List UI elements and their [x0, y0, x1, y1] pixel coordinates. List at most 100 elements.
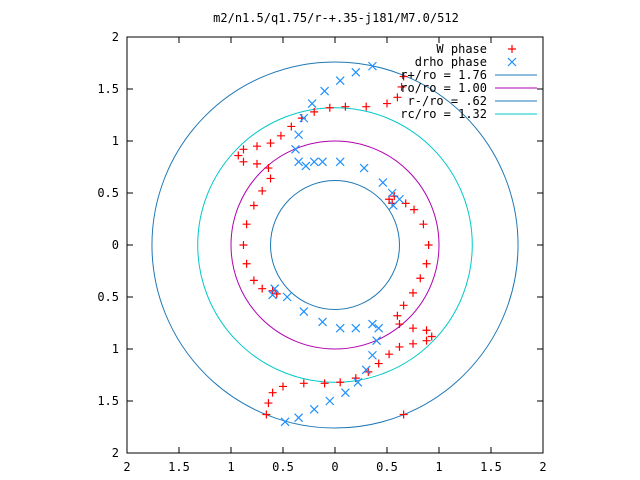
- data-point-cross: [378, 178, 388, 188]
- data-point-plus: [399, 410, 408, 419]
- data-point-plus: [249, 276, 258, 285]
- data-point-plus: [399, 72, 408, 81]
- data-point-plus: [427, 332, 436, 341]
- data-point-plus: [393, 93, 402, 102]
- data-point-plus: [258, 284, 267, 293]
- data-point-plus: [279, 382, 287, 391]
- data-point-cross: [291, 144, 300, 154]
- data-point-cross: [309, 157, 319, 167]
- data-point-cross: [335, 76, 345, 86]
- data-point-plus: [422, 259, 431, 268]
- data-point-cross: [372, 336, 382, 346]
- data-point-plus: [362, 102, 371, 111]
- data-point-plus: [399, 301, 408, 310]
- legend-label: rc/ro = 1.32: [400, 107, 487, 121]
- data-point-cross: [361, 365, 371, 375]
- data-point-plus: [508, 45, 516, 53]
- data-point-plus: [264, 399, 273, 408]
- legend-label: r+/ro = 1.76: [400, 68, 487, 82]
- data-point-cross: [335, 157, 345, 167]
- y-tick-label: 0.5: [97, 186, 119, 200]
- data-point-cross: [280, 417, 290, 427]
- data-point-plus: [410, 205, 419, 214]
- y-tick-label: 0: [112, 238, 119, 252]
- data-point-plus: [395, 320, 404, 329]
- data-point-plus: [422, 326, 431, 335]
- data-point-plus: [249, 201, 258, 210]
- data-point-cross: [368, 61, 377, 71]
- data-point-cross: [318, 157, 327, 167]
- data-point-cross: [282, 292, 292, 302]
- data-point-plus: [264, 164, 273, 173]
- data-point-plus: [336, 378, 345, 387]
- data-point-plus: [385, 350, 394, 359]
- series-drho-phase: [268, 61, 404, 427]
- data-point-cross: [368, 350, 377, 360]
- data-point-cross: [294, 157, 304, 167]
- y-tick-label: 2: [112, 30, 119, 44]
- data-point-cross: [270, 284, 280, 294]
- legend-label: r-/ro = .62: [408, 94, 487, 108]
- data-point-cross: [268, 290, 278, 300]
- data-point-plus: [258, 186, 267, 195]
- reference-circle: [270, 180, 400, 310]
- x-tick-label: 0.5: [272, 460, 294, 474]
- x-tick-label: 1: [227, 460, 234, 474]
- data-point-plus: [239, 157, 248, 166]
- data-point-plus: [266, 174, 275, 183]
- data-point-plus: [341, 102, 350, 111]
- data-point-cross: [359, 163, 369, 173]
- data-point-plus: [409, 288, 417, 297]
- data-point-plus: [320, 379, 329, 388]
- data-point-plus: [325, 103, 334, 112]
- data-point-plus: [287, 122, 296, 131]
- data-point-plus: [383, 99, 391, 108]
- data-point-cross: [351, 323, 361, 333]
- data-point-plus: [268, 388, 277, 397]
- reference-circles: [151, 61, 519, 429]
- data-point-plus: [310, 107, 319, 116]
- data-point-plus: [242, 259, 251, 268]
- data-point-cross: [388, 201, 398, 210]
- data-point-plus: [374, 359, 383, 368]
- data-point-plus: [419, 220, 428, 229]
- series-w-phase: [234, 72, 436, 419]
- data-point-plus: [409, 324, 417, 333]
- x-tick-label: 1: [435, 460, 442, 474]
- data-point-cross: [299, 307, 309, 316]
- data-point-cross: [294, 130, 304, 140]
- legend-label: ro/ro = 1.00: [400, 81, 487, 95]
- data-point-plus: [393, 311, 402, 320]
- data-point-cross: [325, 396, 335, 406]
- data-point-cross: [340, 388, 350, 398]
- data-point-cross: [320, 86, 330, 96]
- data-point-plus: [397, 82, 406, 91]
- data-point-cross: [299, 113, 309, 123]
- data-point-plus: [416, 274, 425, 283]
- data-point-plus: [424, 241, 433, 249]
- data-point-cross: [374, 323, 384, 333]
- data-point-cross: [387, 188, 397, 198]
- data-series: [234, 61, 436, 427]
- y-tick-label: 1.5: [97, 82, 119, 96]
- data-point-plus: [262, 410, 271, 419]
- x-tick-label: 1.5: [168, 460, 190, 474]
- axes: 2 1.5 1 0.5 0 0.5 1 1.5 221.510.500.511.52: [97, 30, 546, 474]
- data-point-plus: [276, 131, 285, 140]
- data-point-plus: [299, 379, 308, 388]
- y-tick-label: 1.5: [97, 394, 119, 408]
- data-point-cross: [309, 404, 319, 414]
- data-point-plus: [266, 139, 275, 148]
- data-point-plus: [253, 159, 261, 168]
- data-point-cross: [368, 319, 377, 329]
- data-point-cross: [301, 161, 311, 171]
- data-point-plus: [409, 339, 417, 348]
- reference-circle: [230, 140, 440, 350]
- x-tick-label: 2: [123, 460, 130, 474]
- data-point-plus: [239, 241, 248, 249]
- y-tick-label: 0.5: [97, 290, 119, 304]
- x-tick-label: 2: [539, 460, 546, 474]
- data-point-cross: [351, 67, 361, 77]
- data-point-cross: [294, 413, 304, 423]
